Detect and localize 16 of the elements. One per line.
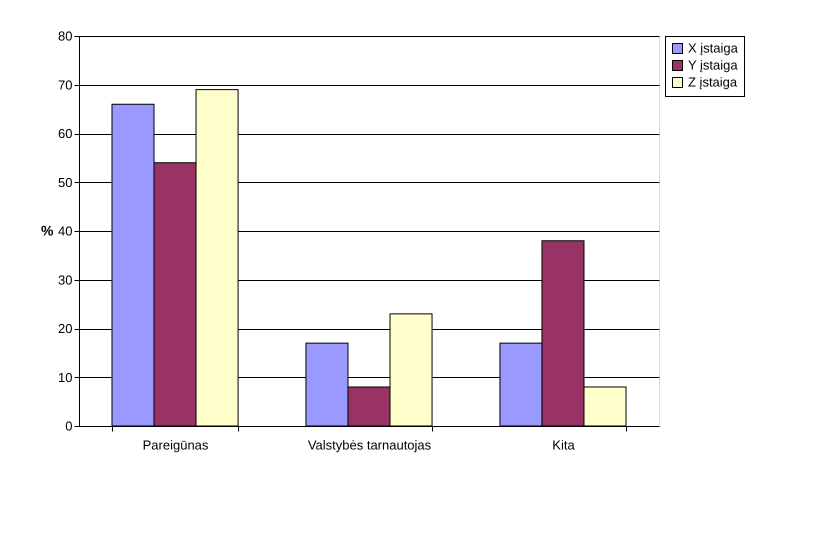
y-tick-label: 60 bbox=[58, 126, 72, 141]
legend-label: Z įstaiga bbox=[688, 74, 738, 90]
y-tick-label: 40 bbox=[58, 224, 72, 238]
y-tick-label: 50 bbox=[58, 174, 72, 190]
legend-label: Y įstaiga bbox=[688, 58, 738, 72]
legend-label: X įstaiga bbox=[688, 40, 739, 56]
y-axis-title: % bbox=[41, 222, 54, 238]
y-tick-label: 10 bbox=[58, 370, 72, 385]
y-tick-label: 30 bbox=[58, 272, 72, 288]
y-tick-label: 20 bbox=[58, 321, 72, 336]
y-tick-label: 0 bbox=[65, 418, 72, 434]
y-tick-label: 80 bbox=[58, 28, 72, 44]
x-tick-label: Pareigūnas bbox=[142, 438, 209, 452]
x-tick-label: Kita bbox=[552, 438, 576, 452]
y-tick-label: 70 bbox=[58, 77, 72, 92]
x-tick-label: Valstybės tarnautojas bbox=[308, 438, 432, 452]
